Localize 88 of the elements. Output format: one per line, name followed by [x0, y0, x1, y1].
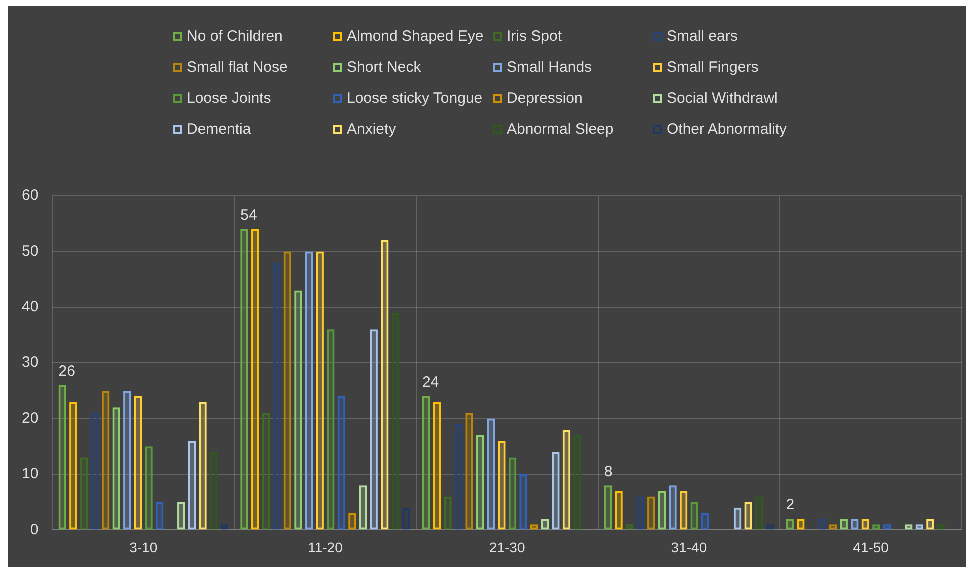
- bar: [498, 441, 506, 530]
- legend-label: Anxiety: [347, 121, 396, 138]
- y-tick-label: 40: [22, 298, 39, 316]
- legend-label: Small flat Nose: [187, 59, 288, 76]
- bar: [359, 486, 368, 530]
- data-label: 2: [786, 496, 795, 514]
- x-tick-label: 31-40: [671, 539, 708, 556]
- bar: [294, 290, 302, 530]
- bar: [734, 508, 742, 530]
- bar: [520, 474, 528, 530]
- bar: [326, 330, 335, 530]
- bar: [348, 513, 356, 530]
- data-label: 54: [240, 207, 258, 224]
- legend-label: Dementia: [187, 121, 252, 138]
- bar: [273, 262, 281, 530]
- legend-label: Abnormal Sleep: [507, 121, 614, 138]
- bar: [690, 502, 698, 530]
- bar: [188, 441, 196, 530]
- bar: [444, 496, 452, 530]
- bar: [134, 396, 142, 530]
- bar: [251, 229, 260, 530]
- legend-label: Iris Spot: [507, 28, 562, 45]
- bar: [112, 408, 121, 530]
- bar: [316, 252, 324, 530]
- bar: [80, 458, 88, 530]
- bar: [574, 436, 582, 530]
- data-label: 24: [422, 374, 440, 392]
- bar: [702, 513, 710, 530]
- y-tick-label: 20: [22, 410, 39, 427]
- bar: [454, 424, 463, 530]
- bar: [380, 240, 389, 530]
- legend-label: Other Abnormality: [667, 121, 788, 138]
- bar: [124, 390, 132, 530]
- bar: [91, 413, 99, 530]
- bar: [562, 430, 571, 530]
- legend-label: Loose sticky Tongue: [347, 90, 483, 107]
- legend-label: Small ears: [667, 28, 738, 45]
- y-tick-label: 10: [22, 466, 39, 483]
- data-label: 8: [604, 463, 613, 480]
- bar: [102, 390, 110, 530]
- legend-label: Social Withdrawl: [667, 90, 778, 107]
- legend-label: No of Children: [187, 28, 283, 45]
- y-tick-label: 60: [22, 187, 39, 204]
- bar: [508, 458, 517, 530]
- bar: [648, 496, 656, 530]
- bar: [338, 396, 346, 530]
- bar: [636, 496, 644, 530]
- legend-label: Depression: [507, 90, 583, 107]
- bar: [58, 385, 67, 530]
- bar: [70, 402, 78, 530]
- bar: [680, 491, 688, 530]
- bar: [604, 486, 612, 530]
- bar: [145, 446, 153, 530]
- x-tick-label: 11-20: [308, 539, 344, 556]
- x-tick-label: 21-30: [489, 539, 526, 556]
- bar: [402, 508, 410, 530]
- bar: [744, 502, 752, 530]
- data-label: 26: [58, 363, 76, 380]
- y-tick-label: 30: [22, 354, 39, 372]
- bar: [178, 502, 186, 530]
- x-tick-label: 3-10: [130, 539, 158, 556]
- bar: [669, 486, 677, 530]
- x-tick-label: 41-50: [853, 539, 890, 556]
- bar: [422, 396, 430, 530]
- bar: [240, 229, 248, 530]
- bar: [370, 330, 378, 530]
- bar: [199, 402, 207, 530]
- y-tick-label: 50: [22, 242, 39, 260]
- bar: [262, 413, 270, 530]
- y-tick-label: 0: [30, 521, 39, 538]
- legend-label: Almond Shaped Eye: [347, 28, 484, 45]
- bar: [392, 312, 400, 530]
- bar: [284, 252, 292, 530]
- legend-label: Small Fingers: [667, 59, 759, 76]
- bar: [756, 496, 764, 530]
- legend-label: Small Hands: [507, 59, 592, 76]
- bar: [476, 436, 484, 530]
- bar: [466, 413, 474, 530]
- bar: [305, 252, 314, 530]
- bar: [658, 491, 666, 530]
- bar: [210, 452, 218, 530]
- bar: [156, 502, 164, 530]
- legend-label: Loose Joints: [187, 90, 272, 107]
- legend-label: Short Neck: [347, 59, 422, 76]
- bar: [615, 491, 623, 530]
- bar: [433, 402, 442, 530]
- bar: [552, 452, 560, 530]
- bar: [487, 418, 496, 530]
